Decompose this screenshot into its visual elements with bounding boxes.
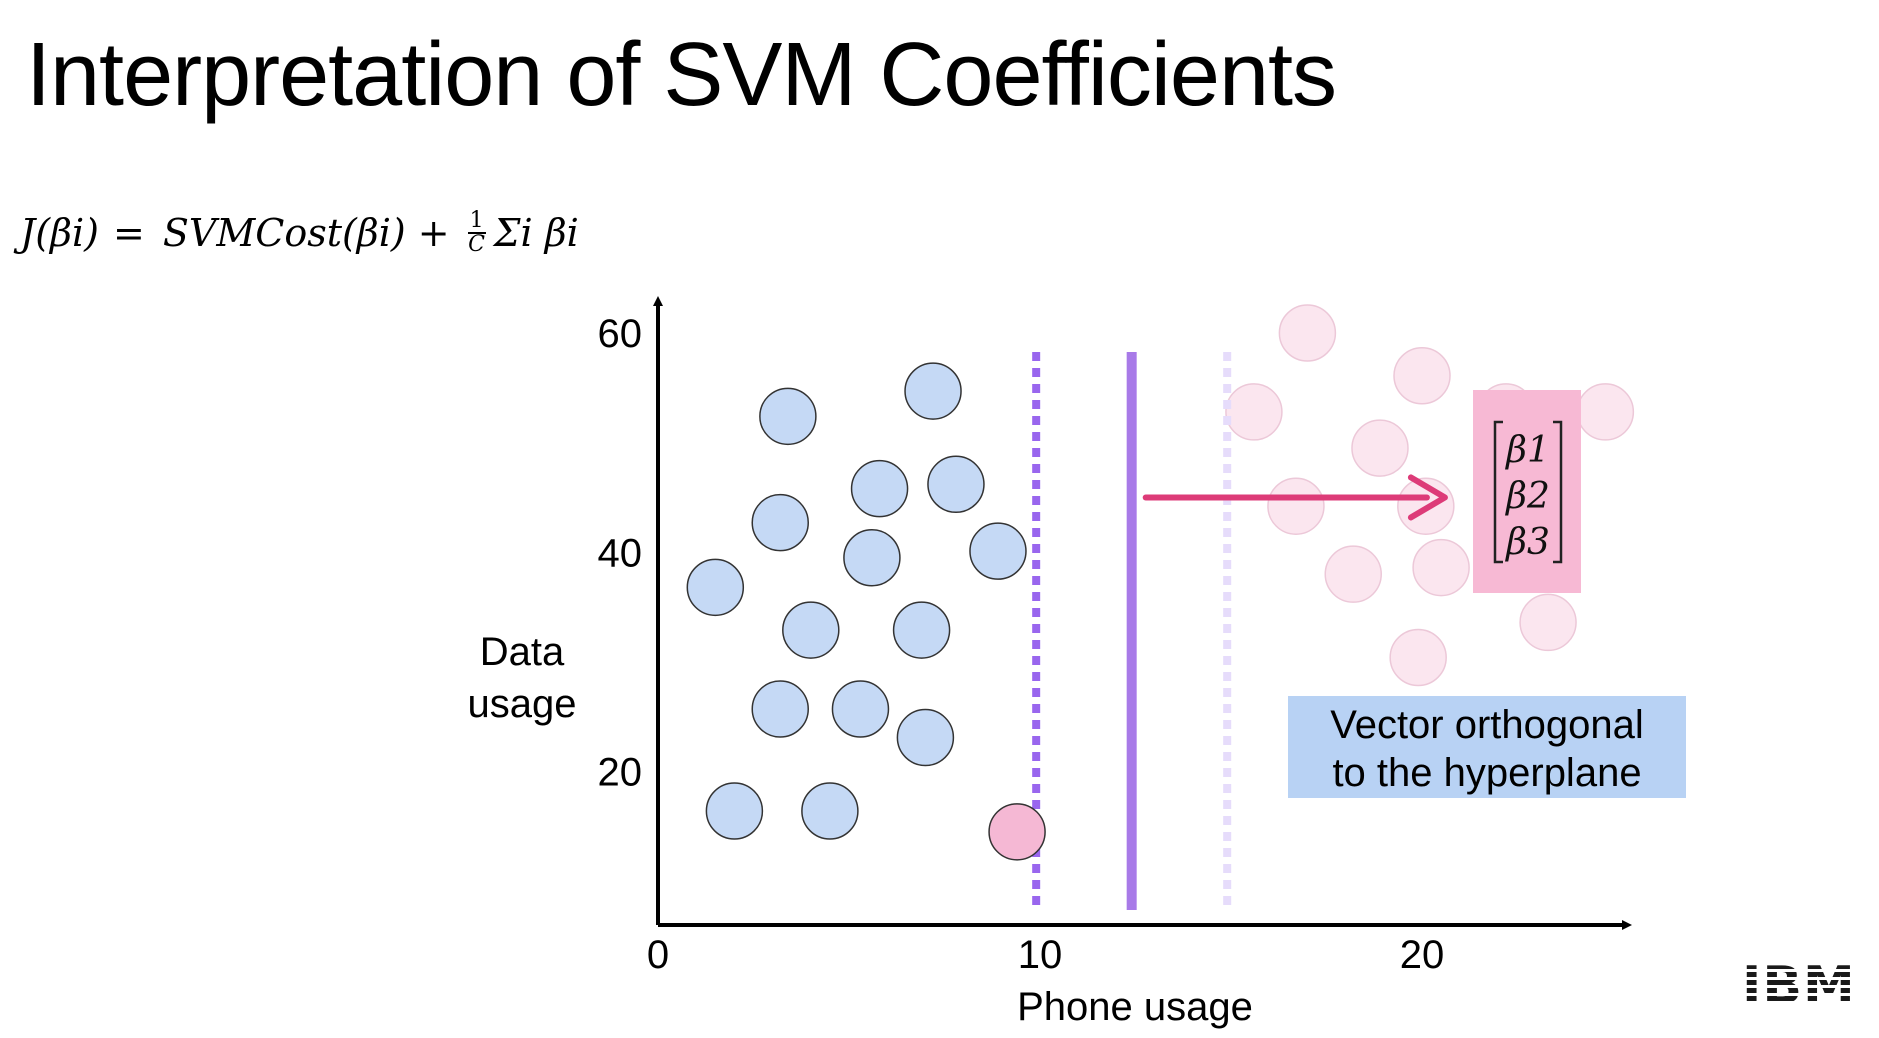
faded-pink-data-point — [1225, 383, 1283, 441]
formula-sum: Σi βi — [493, 211, 579, 255]
faded-pink-data-point — [1389, 628, 1447, 687]
cost-formula: J(βi) = SVMCost(βi) + 1 C Σi βi — [20, 210, 579, 256]
y-axis-label: Data — [480, 630, 565, 674]
points-layer — [686, 362, 1046, 861]
formula-fraction: 1 C — [467, 208, 486, 257]
y-tick-label: 20 — [598, 751, 643, 795]
axes-layer: 0 10 20 20 40 60 Phone usage Data usage — [468, 296, 1632, 1029]
beta-right-bracket — [1553, 420, 1563, 564]
hyperplane-layer — [1032, 352, 1232, 910]
blue-data-point — [927, 455, 985, 514]
faded-pink-data-point — [1351, 419, 1409, 477]
blue-data-point — [892, 601, 951, 659]
blue-data-point — [759, 387, 817, 446]
note-line-2: to the hyperplane — [1332, 751, 1641, 795]
orthogonal-vector-arrowhead — [1407, 474, 1448, 521]
faded-points-layer — [1225, 304, 1635, 687]
y-tick-label: 60 — [598, 312, 643, 356]
faded-pink-data-point — [1324, 545, 1382, 603]
pink-data-point — [988, 803, 1046, 861]
blue-data-point — [904, 362, 962, 420]
faded-pink-data-point — [1412, 538, 1470, 597]
formula-fraction-denominator: C — [468, 232, 486, 257]
formula-plus: + — [417, 211, 450, 255]
formula-lhs: J(βi) — [20, 211, 100, 255]
blue-data-point — [705, 782, 764, 840]
faded-pink-data-point — [1576, 383, 1635, 441]
slide-title: Interpretation of SVM Coefficients — [26, 25, 1337, 125]
faded-pink-data-point — [1393, 347, 1451, 405]
formula-fraction-numerator: 1 — [467, 208, 486, 234]
blue-data-point — [686, 558, 745, 617]
blue-data-point — [843, 528, 901, 587]
y-tick-label: 40 — [598, 531, 643, 575]
blue-data-point — [801, 782, 859, 840]
beta-entry: β1 — [1504, 430, 1550, 471]
x-tick-label: 20 — [1400, 933, 1445, 977]
beta-vector-box — [1473, 390, 1581, 593]
x-axis-label: Phone usage — [1017, 985, 1253, 1029]
beta-entry: β3 — [1504, 522, 1550, 563]
blue-data-point — [896, 708, 955, 767]
ibm-logo: IBM — [1742, 956, 1856, 1016]
x-tick-label: 0 — [647, 933, 669, 977]
x-tick-label: 10 — [1018, 933, 1063, 977]
blue-data-point — [831, 680, 890, 738]
beta-entry: β2 — [1504, 476, 1550, 517]
blue-data-point — [782, 601, 840, 659]
blue-data-point — [751, 680, 809, 738]
faded-pink-data-point — [1267, 477, 1325, 535]
blue-data-point — [850, 459, 909, 518]
faded-pink-data-point — [1278, 304, 1337, 362]
formula-cost: SVMCost(βi) — [162, 211, 406, 255]
beta-left-bracket — [1493, 420, 1503, 564]
y-axis-label: usage — [468, 682, 577, 726]
note-box — [1288, 696, 1686, 798]
note-line-1: Vector orthogonal — [1330, 703, 1644, 747]
blue-data-point — [751, 493, 809, 552]
formula-equals: = — [113, 211, 145, 255]
blue-data-point — [969, 522, 1027, 580]
faded-pink-data-point — [1519, 593, 1577, 652]
